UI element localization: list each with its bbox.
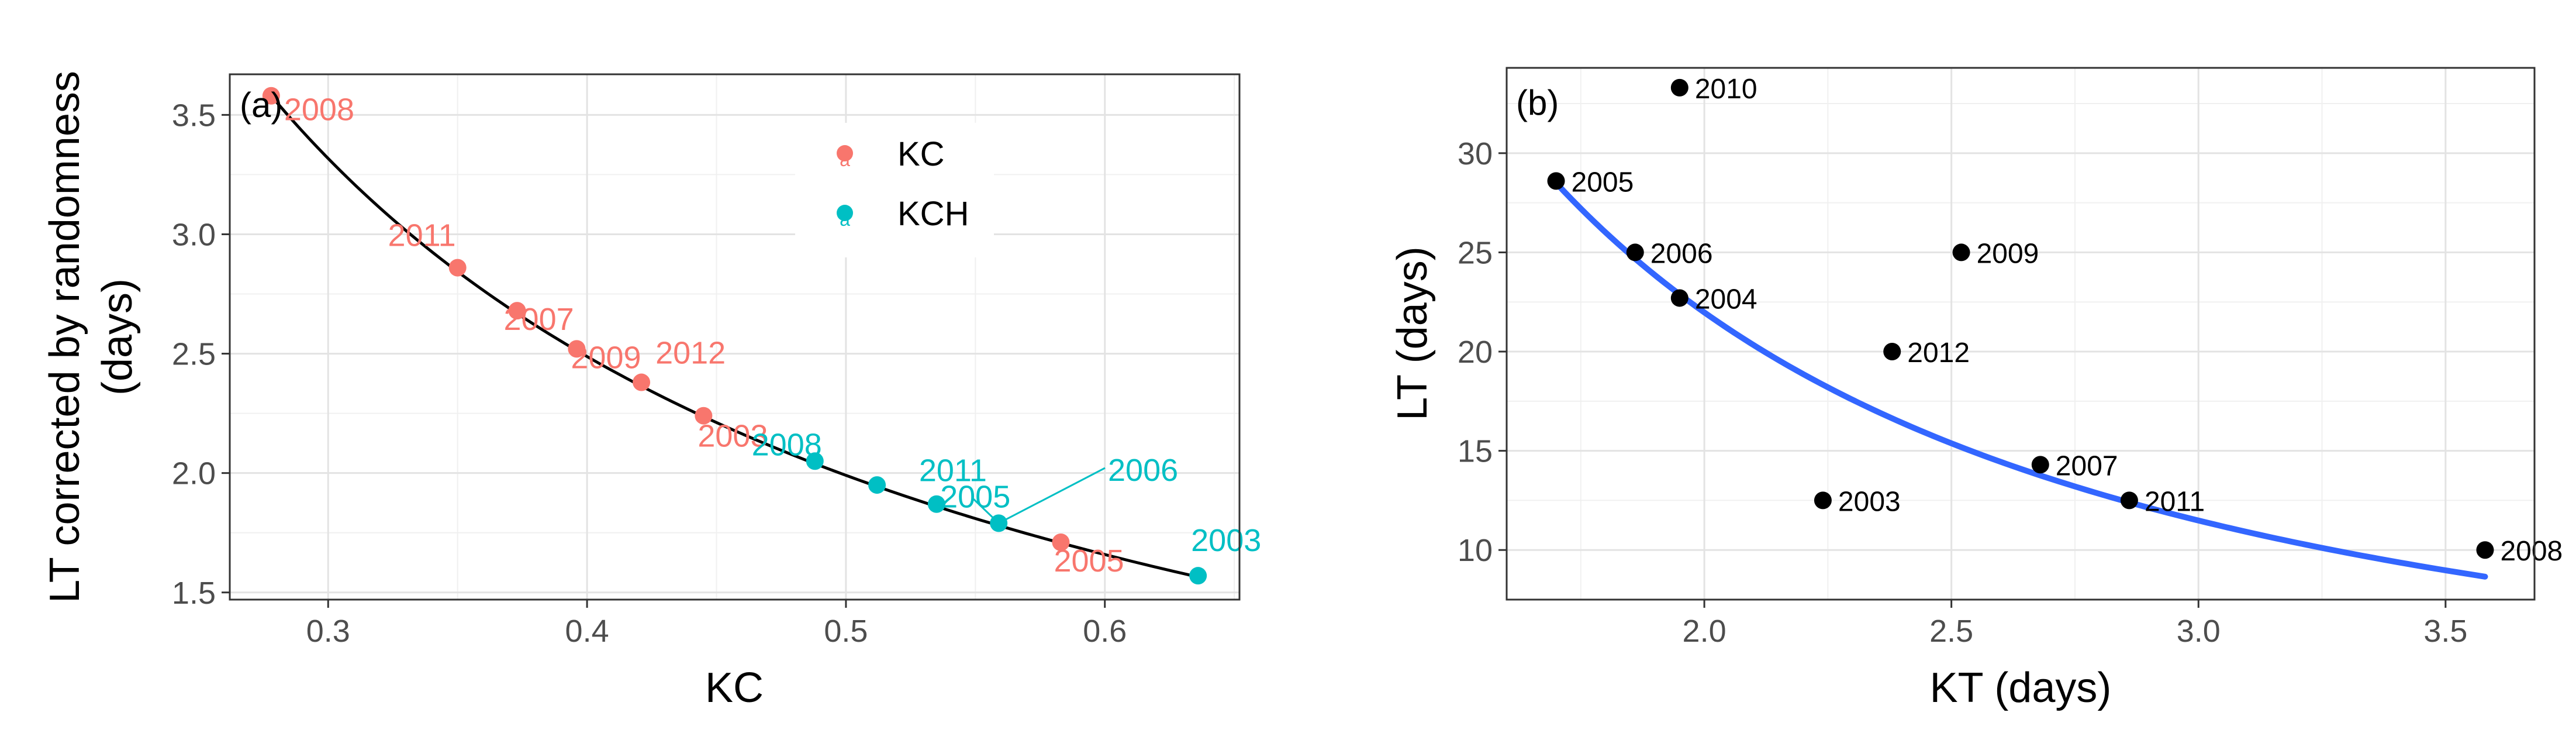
panel-a-legend: a KC a KCH — [795, 123, 994, 257]
data-point — [1952, 243, 1970, 261]
point-label: 2005 — [1572, 167, 1634, 198]
panel-a-fit-layer — [270, 94, 1200, 579]
x-tick-label: 0.4 — [565, 614, 609, 649]
point-label-kch: 2011 — [919, 453, 987, 488]
panel-b-plot-border — [1505, 67, 2536, 601]
data-point — [1814, 491, 1832, 510]
legend-background — [795, 123, 994, 257]
y-tick-label: 15 — [1458, 434, 1493, 469]
legend-kc-label: KC — [897, 135, 945, 173]
data-point — [1670, 78, 1688, 97]
data-point-kc — [262, 87, 280, 105]
label-leader-line — [972, 498, 1000, 524]
y-tick-label: 3.5 — [172, 98, 216, 133]
point-label-kc: 2005 — [1054, 543, 1124, 579]
legend-kc-dot — [837, 145, 853, 161]
point-label-kch: 2006 — [1108, 453, 1178, 488]
data-point-kc — [448, 259, 467, 277]
y-tick-label: 20 — [1458, 335, 1493, 370]
panel-b: 2005200620042010200320122009200720112008… — [1389, 67, 2563, 711]
panel-a-y-axis-title-line1: LT corrected by randomness — [42, 71, 88, 603]
panel-a-plot-border — [229, 73, 1241, 601]
data-point — [1547, 172, 1565, 190]
data-point — [2476, 541, 2494, 559]
point-label: 2009 — [1977, 238, 2039, 269]
panel-a-points-layer — [262, 87, 1207, 585]
point-label: 2006 — [1650, 238, 1713, 269]
point-label: 2004 — [1695, 284, 1757, 315]
point-label-kc: 2008 — [284, 92, 354, 128]
point-label-kc: 2011 — [388, 218, 456, 253]
legend-kch-key-glyph: a — [840, 209, 850, 230]
panel-a-y-axis-title-line2: (days) — [94, 278, 141, 395]
point-label-kc: 2007 — [504, 302, 574, 337]
data-point-kc — [1052, 534, 1070, 552]
y-tick-label: 3.0 — [172, 217, 216, 252]
point-label: 2008 — [2500, 536, 2563, 567]
data-point-kc — [695, 407, 713, 425]
point-label-kc: 2003 — [697, 419, 768, 454]
panel-b-fit-layer — [1553, 180, 2488, 580]
data-point-kch — [806, 452, 824, 470]
x-tick-label: 0.3 — [306, 614, 350, 649]
panel-b-plot-background — [1507, 68, 2534, 600]
x-tick-label: 2.5 — [1929, 614, 1973, 649]
y-tick-label: 30 — [1458, 136, 1493, 171]
y-tick-label: 2.5 — [172, 337, 216, 372]
panel-b-gridlines — [1507, 68, 2534, 600]
data-point — [1626, 243, 1644, 261]
legend-kch-dot — [837, 205, 853, 221]
fit-curve — [1553, 180, 2488, 580]
label-leader-line — [935, 503, 940, 507]
panel-b-y-axis-title: LT (days) — [1389, 246, 1436, 420]
point-label: 2011 — [2145, 486, 2205, 517]
legend-kc-key-glyph: a — [840, 149, 850, 170]
point-label-kch: 2005 — [940, 479, 1010, 514]
point-label-kc: 2009 — [571, 340, 641, 375]
label-leader-line — [998, 467, 1106, 524]
panel-a-axis-ticks: 0.3 0.4 0.5 0.6 1.5 2.0 2.5 3.0 3.5 — [172, 98, 1127, 649]
point-label-kch: 2003 — [1191, 523, 1261, 558]
point-label: 2003 — [1838, 486, 1901, 517]
panel-a-plot-background — [230, 74, 1239, 600]
panel-b-points-layer — [1547, 78, 2494, 559]
data-point-kch — [1189, 567, 1207, 585]
data-point-kch — [868, 476, 886, 494]
data-point-kc — [568, 340, 586, 358]
point-label-kc: 2012 — [655, 336, 726, 371]
panel-b-label: (b) — [1516, 83, 1559, 122]
point-label: 2007 — [2056, 450, 2118, 481]
y-tick-label: 10 — [1458, 533, 1493, 568]
data-point — [1670, 289, 1688, 307]
data-point-kc — [508, 302, 526, 320]
x-tick-label: 2.0 — [1683, 614, 1726, 649]
data-point-kc — [633, 373, 651, 391]
panel-a-label: (a) — [240, 85, 282, 125]
x-tick-label: 0.5 — [824, 614, 868, 649]
point-label: 2010 — [1695, 74, 1757, 105]
fit-curve — [270, 94, 1200, 579]
x-tick-label: 3.5 — [2423, 614, 2467, 649]
point-label: 2012 — [1907, 338, 1970, 369]
data-point — [2031, 456, 2049, 474]
panel-b-point-labels-layer: 2005 2006 2004 2010 2003 2012 2009 2007 2011 2008 — [1572, 74, 2563, 567]
y-tick-label: 1.5 — [172, 576, 216, 611]
panel-b-axis-ticks: 2.0 2.5 3.0 3.5 10 15 20 25 30 — [1458, 136, 2467, 649]
panel-b-x-axis-title: KT (days) — [1930, 665, 2112, 711]
x-tick-label: 3.0 — [2177, 614, 2221, 649]
legend-kch-label: KCH — [897, 195, 969, 233]
y-tick-label: 25 — [1458, 235, 1493, 270]
data-point — [2120, 491, 2138, 510]
panel-a-x-axis-title: KC — [705, 665, 764, 711]
point-label-kch: 2008 — [752, 427, 822, 462]
x-tick-label: 0.6 — [1083, 614, 1127, 649]
data-point — [1883, 343, 1901, 361]
y-tick-label: 2.0 — [172, 456, 216, 491]
